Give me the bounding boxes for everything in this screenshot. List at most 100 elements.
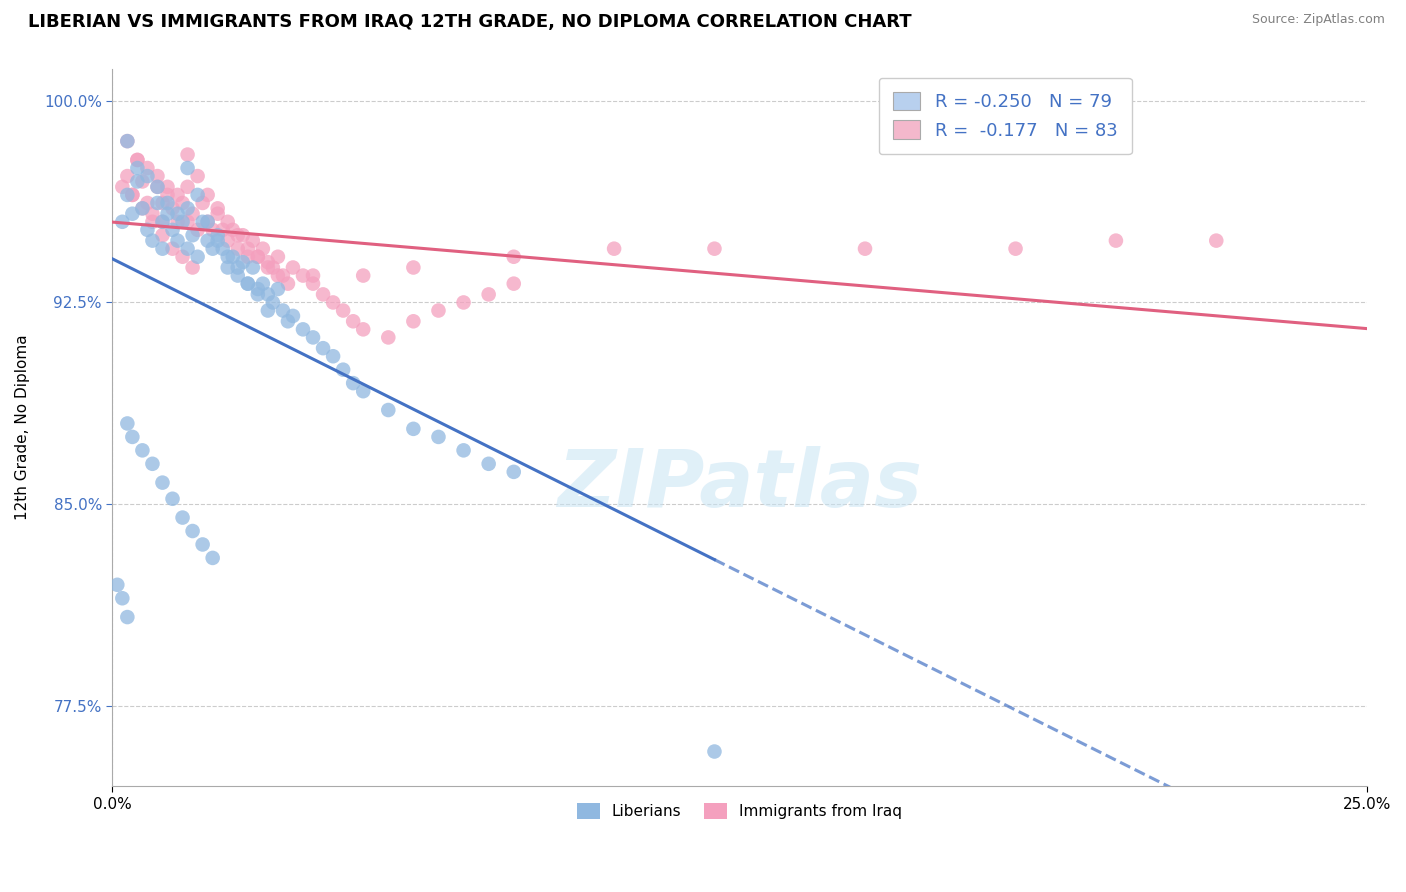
Point: [291, 322, 314, 336]
Point: [117, 610, 139, 624]
Point: [232, 228, 254, 243]
Point: [127, 174, 149, 188]
Point: [246, 250, 269, 264]
Point: [131, 202, 153, 216]
Point: [152, 242, 174, 256]
Point: [342, 314, 364, 328]
Point: [127, 153, 149, 167]
Point: [197, 187, 219, 202]
Point: [246, 287, 269, 301]
Point: [197, 234, 219, 248]
Point: [187, 187, 209, 202]
Point: [603, 242, 626, 256]
Point: [207, 234, 229, 248]
Point: [291, 268, 314, 283]
Point: [136, 161, 159, 175]
Point: [117, 169, 139, 183]
Point: [302, 268, 325, 283]
Point: [246, 250, 269, 264]
Point: [502, 250, 524, 264]
Point: [242, 234, 264, 248]
Point: [277, 277, 299, 291]
Point: [312, 287, 335, 301]
Point: [252, 277, 274, 291]
Point: [453, 443, 475, 458]
Point: [111, 179, 134, 194]
Point: [703, 745, 725, 759]
Point: [136, 196, 159, 211]
Point: [478, 287, 501, 301]
Point: [267, 282, 290, 296]
Point: [131, 174, 153, 188]
Point: [352, 268, 374, 283]
Point: [136, 223, 159, 237]
Point: [302, 277, 325, 291]
Point: [322, 349, 344, 363]
Point: [176, 179, 198, 194]
Point: [162, 242, 184, 256]
Point: [127, 161, 149, 175]
Point: [121, 430, 143, 444]
Point: [146, 169, 169, 183]
Point: [172, 196, 194, 211]
Point: [141, 457, 163, 471]
Point: [502, 277, 524, 291]
Point: [211, 242, 233, 256]
Point: [281, 260, 304, 275]
Point: [277, 314, 299, 328]
Point: [152, 475, 174, 490]
Point: [262, 295, 284, 310]
Point: [117, 134, 139, 148]
Point: [377, 403, 399, 417]
Point: [187, 250, 209, 264]
Point: [236, 277, 259, 291]
Point: [166, 187, 188, 202]
Point: [176, 161, 198, 175]
Point: [262, 260, 284, 275]
Point: [226, 242, 249, 256]
Point: [146, 196, 169, 211]
Point: [201, 550, 224, 565]
Point: [172, 510, 194, 524]
Point: [187, 223, 209, 237]
Point: [121, 187, 143, 202]
Point: [166, 234, 188, 248]
Point: [197, 215, 219, 229]
Point: [222, 223, 245, 237]
Point: [236, 242, 259, 256]
Point: [453, 295, 475, 310]
Point: [342, 376, 364, 391]
Point: [172, 215, 194, 229]
Point: [105, 578, 128, 592]
Point: [191, 537, 214, 551]
Text: LIBERIAN VS IMMIGRANTS FROM IRAQ 12TH GRADE, NO DIPLOMA CORRELATION CHART: LIBERIAN VS IMMIGRANTS FROM IRAQ 12TH GR…: [28, 13, 911, 31]
Point: [152, 196, 174, 211]
Point: [121, 187, 143, 202]
Point: [217, 234, 239, 248]
Point: [257, 303, 280, 318]
Point: [332, 362, 354, 376]
Point: [257, 255, 280, 269]
Point: [211, 223, 233, 237]
Point: [246, 282, 269, 296]
Point: [176, 202, 198, 216]
Point: [281, 309, 304, 323]
Point: [156, 179, 179, 194]
Point: [257, 287, 280, 301]
Point: [127, 153, 149, 167]
Point: [152, 215, 174, 229]
Point: [136, 169, 159, 183]
Point: [322, 295, 344, 310]
Point: [141, 207, 163, 221]
Point: [121, 207, 143, 221]
Point: [217, 260, 239, 275]
Point: [166, 215, 188, 229]
Point: [162, 223, 184, 237]
Point: [352, 384, 374, 399]
Point: [201, 223, 224, 237]
Point: [117, 187, 139, 202]
Point: [236, 277, 259, 291]
Point: [141, 215, 163, 229]
Point: [377, 330, 399, 344]
Point: [402, 260, 425, 275]
